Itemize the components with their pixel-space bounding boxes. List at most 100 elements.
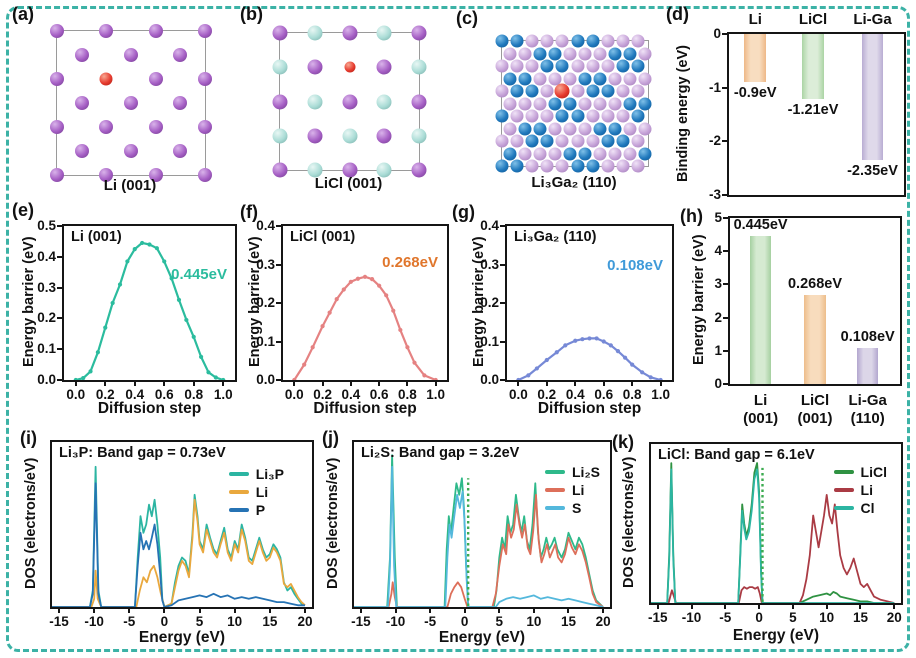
- x-tick-mark: [378, 382, 381, 386]
- lattice-atom: [503, 47, 517, 60]
- chart-inner-title: LiCl (001): [290, 229, 356, 245]
- x-tick-mark: [293, 382, 296, 386]
- barrier-value-annotation: 0.445eV: [171, 266, 227, 284]
- bar-category-label: Li-Ga: [853, 11, 892, 28]
- lattice-atom: [525, 59, 539, 73]
- x-tick-label: 0.4: [341, 387, 361, 402]
- y-tick-label: 0.1: [480, 333, 499, 349]
- y-tick-mark: [500, 225, 505, 227]
- lattice-atom: [510, 34, 524, 48]
- x-tick-mark: [321, 382, 324, 386]
- y-tick-mark: [57, 255, 62, 258]
- x-tick-mark: [104, 382, 107, 386]
- x-tick-label: 0: [460, 614, 469, 629]
- lattice-atom: [148, 168, 163, 182]
- legend-label: Li: [255, 483, 269, 500]
- lattice-atom: [123, 48, 138, 62]
- panel-b: (b) LiCl (001): [230, 0, 452, 198]
- lattice-atom: [503, 72, 517, 85]
- x-tick-label: 20: [297, 614, 313, 629]
- bar-category-label: Li-Ga (110): [848, 392, 887, 427]
- lattice-atom: [586, 159, 600, 173]
- legend-swatch: [545, 469, 565, 475]
- x-tick-label: 5: [789, 610, 797, 625]
- bar-category-label: LiCl (001): [797, 392, 833, 427]
- legend-label: Li: [860, 481, 873, 498]
- bar: [744, 34, 767, 83]
- lattice-atom: [586, 109, 600, 123]
- bar-category-label: LiCl: [798, 11, 828, 28]
- x-tick-label: -5: [123, 614, 136, 629]
- x-tick-mark: [602, 382, 605, 386]
- lattice-atom: [272, 128, 288, 144]
- x-tick-mark: [791, 605, 794, 609]
- lattice-atom: [533, 147, 547, 160]
- energy-barrier-bar-chart: 0.445eV 0.268eV 0.108eV: [728, 216, 902, 386]
- bar: [857, 348, 879, 384]
- x-tick-label: 0.8: [184, 387, 204, 402]
- x-tick-mark: [631, 382, 634, 386]
- lattice-atom: [525, 109, 539, 123]
- lattice-atom: [148, 72, 163, 86]
- lattice-atom: [525, 134, 539, 148]
- lattice-atom: [623, 147, 637, 160]
- x-tick-label: 0.4: [565, 387, 585, 402]
- lattice-atom: [376, 94, 392, 109]
- legend-label: Li: [572, 481, 585, 498]
- lattice-atom: [638, 97, 652, 110]
- x-tick-label: 10: [227, 614, 243, 629]
- y-axis-label-energy-barrier: Energy barrier (eV): [691, 234, 707, 366]
- lattice-atom: [616, 84, 630, 98]
- lattice-atom: [342, 128, 357, 144]
- lattice-atom: [563, 97, 577, 110]
- caption-li3ga2: Li₃Ga₂ (110): [531, 174, 617, 191]
- lattice-atom: [540, 34, 554, 48]
- x-tick-label: 0.6: [154, 387, 174, 402]
- y-tick-label: 2: [714, 309, 722, 325]
- panel-c: (c) Li₃Ga₂ (110): [452, 0, 662, 198]
- x-tick-label: 1.0: [426, 387, 446, 402]
- chart-inner-title: Li₃Ga₂ (110): [514, 229, 597, 245]
- lattice-atom: [623, 72, 637, 85]
- x-tick-label: -15: [647, 610, 668, 625]
- lattice-atom: [616, 59, 630, 73]
- x-tick-mark: [359, 609, 362, 613]
- x-tick-mark: [394, 609, 397, 613]
- x-tick-label: 0.6: [594, 387, 614, 402]
- lattice-atom: [608, 72, 622, 85]
- dos-legend: Li₃P Li P: [228, 465, 284, 518]
- lattice-atom: [50, 168, 64, 182]
- panel-g: (g) Energy barrier (eV) Li₃Ga₂ (110) 0.1…: [452, 196, 674, 428]
- lattice-atom: [623, 47, 637, 60]
- lattice-atom: [540, 59, 554, 73]
- legend-label: Li₃P: [255, 465, 284, 482]
- x-tick-label: 0.2: [95, 387, 115, 402]
- legend-item: Li₃P: [228, 465, 284, 482]
- lattice-atom: [548, 97, 562, 110]
- lattice-atom: [638, 72, 652, 85]
- lattice-atom: [307, 25, 323, 41]
- lattice-atom: [601, 34, 615, 48]
- x-tick-mark: [128, 609, 131, 613]
- lattice-atom: [601, 84, 615, 98]
- x-tick-mark: [825, 605, 828, 609]
- x-tick-mark: [163, 609, 166, 613]
- lattice-atom: [495, 84, 509, 98]
- crystal-structure-licl001: [272, 25, 427, 178]
- lattice-atom: [571, 34, 584, 48]
- lattice-atom: [510, 159, 524, 173]
- lattice-atom: [411, 128, 427, 144]
- lattice-atom: [525, 84, 539, 98]
- y-tick-label: 0.0: [37, 372, 56, 387]
- bar-category-label: Li: [748, 11, 762, 28]
- y-tick-mark: [722, 140, 727, 143]
- x-tick-mark: [656, 605, 659, 609]
- panel-label-k: (k): [612, 432, 634, 452]
- adatom-red: [554, 83, 570, 99]
- lattice-atom: [173, 144, 188, 158]
- lattice-atom: [601, 134, 615, 148]
- lattice-atom: [578, 72, 592, 85]
- y-tick-label: 0: [714, 376, 722, 391]
- y-tick-mark: [57, 286, 62, 289]
- lattice-atom: [411, 162, 427, 178]
